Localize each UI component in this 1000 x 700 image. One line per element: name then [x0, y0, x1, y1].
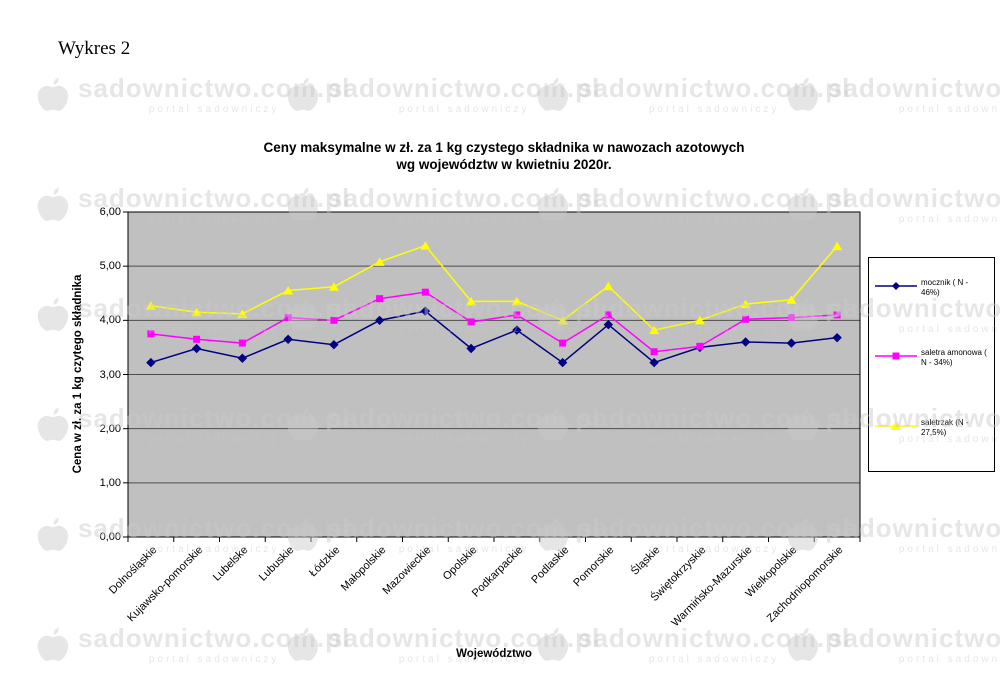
y-tick-label: 6,00: [99, 206, 121, 218]
data-point-saletra-amonowa: [513, 311, 521, 319]
data-point-saletrzak: [649, 325, 660, 335]
data-point-mocznik: [374, 315, 385, 326]
data-point-mocznik: [191, 343, 202, 354]
data-point-saletra-amonowa: [467, 318, 475, 326]
data-point-mocznik: [329, 340, 339, 350]
data-point-mocznik: [740, 337, 751, 347]
legend-label: mocznik ( N - 46%): [921, 278, 969, 297]
data-point-saletrzak: [694, 315, 705, 325]
data-point-saletra-amonowa: [650, 348, 658, 356]
legend-entry-saletrzak: saletrzak (N - 27,5%): [875, 418, 987, 438]
data-point-mocznik: [146, 357, 156, 368]
data-point-mocznik: [237, 353, 248, 363]
data-point-saletrzak: [420, 241, 431, 250]
y-tick-label: 1,00: [99, 476, 121, 489]
data-point-mocznik: [557, 357, 568, 368]
data-point-saletrzak: [328, 282, 339, 291]
y-tick-label: 0,00: [99, 531, 121, 543]
series-line-mocznik: [150, 310, 838, 364]
data-point-saletra-amonowa: [787, 314, 795, 322]
data-point-mocznik: [420, 306, 431, 316]
y-tick-label: 3,00: [99, 368, 121, 381]
diamond-marker-icon: [875, 282, 917, 290]
data-point-saletra-amonowa: [238, 339, 246, 347]
data-point-saletra-amonowa: [147, 330, 155, 338]
data-point-mocznik: [512, 325, 522, 335]
data-point-mocznik: [786, 338, 797, 348]
data-point-saletra-amonowa: [742, 315, 750, 323]
triangle-marker-icon: [875, 421, 917, 430]
data-point-saletrzak: [237, 309, 248, 318]
data-point-saletra-amonowa: [376, 295, 384, 303]
square-marker-icon: [875, 352, 917, 360]
legend-entry-saletra-amonowa: saletra amonowa ( N - 34%): [875, 348, 987, 368]
data-point-saletra-amonowa: [833, 311, 841, 319]
data-point-mocznik: [603, 319, 614, 330]
legend-entry-mocznik: mocznik ( N - 46%): [875, 278, 987, 298]
series-line-saletra-amonowa: [150, 291, 838, 353]
data-point-mocznik: [466, 343, 476, 354]
y-tick-label: 4,00: [99, 314, 121, 327]
y-tick-label: 2,00: [99, 422, 121, 435]
data-point-saletrzak: [786, 295, 797, 304]
data-point-saletra-amonowa: [330, 316, 338, 324]
data-point-mocznik: [649, 357, 659, 368]
data-point-saletrzak: [740, 299, 751, 309]
data-point-saletrzak: [466, 296, 477, 306]
chart-title-line2: wg województw w kwietniu 2020r.: [396, 157, 612, 172]
data-point-saletra-amonowa: [193, 335, 201, 343]
data-point-saletra-amonowa: [559, 339, 567, 347]
legend-label: saletrzak (N - 27,5%): [921, 418, 969, 437]
data-point-saletrzak: [283, 286, 294, 295]
data-point-saletrzak: [557, 315, 568, 325]
data-point-saletrzak: [374, 257, 385, 266]
data-point-saletra-amonowa: [604, 311, 612, 319]
legend: mocznik ( N - 46%) saletra amonowa ( N - …: [868, 257, 995, 472]
legend-label: saletra amonowa ( N - 34%): [921, 348, 987, 367]
data-point-saletrzak: [191, 307, 202, 317]
figure-label: Wykres 2: [58, 38, 131, 59]
data-point-saletrzak: [603, 281, 614, 291]
data-point-saletra-amonowa: [696, 342, 704, 350]
data-point-saletrzak: [511, 296, 522, 306]
data-point-saletrzak: [145, 301, 156, 310]
data-point-saletra-amonowa: [284, 314, 292, 322]
data-point-mocznik: [283, 334, 293, 344]
chart-title: Ceny maksymalne w zł. za 1 kg czystego s…: [128, 139, 880, 173]
data-point-saletra-amonowa: [421, 288, 429, 296]
series-line-saletrzak: [150, 244, 838, 331]
x-axis-title: Województwo: [456, 648, 532, 660]
chart-title-line1: Ceny maksymalne w zł. za 1 kg czystego s…: [263, 140, 745, 155]
data-point-mocznik: [832, 332, 842, 343]
data-point-saletrzak: [832, 241, 843, 251]
y-tick-label: 5,00: [99, 260, 121, 273]
